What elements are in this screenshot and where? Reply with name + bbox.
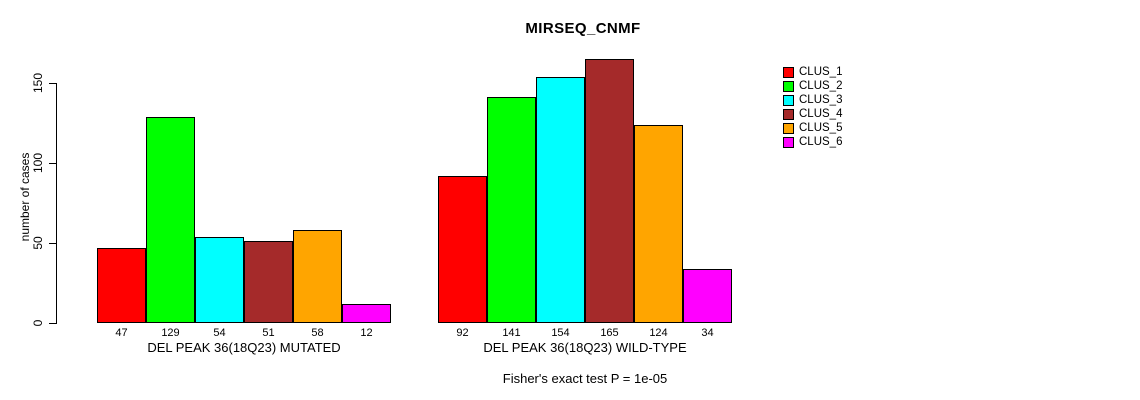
bar-clus_5-group2 xyxy=(634,125,683,323)
legend-label: CLUS_1 xyxy=(799,66,843,78)
y-tick-label-100: 100 xyxy=(31,152,45,174)
y-tick-mark-50 xyxy=(49,243,56,244)
bar-clus_1-group2 xyxy=(438,176,487,323)
legend-swatch-icon xyxy=(783,108,794,120)
bar-clus_3-group2 xyxy=(536,77,585,323)
legend-item-clus_3: CLUS_3 xyxy=(783,93,842,107)
y-axis-label: number of cases xyxy=(18,152,32,242)
bar-value-label: 47 xyxy=(115,327,128,339)
y-tick-label-50: 50 xyxy=(31,236,45,250)
legend-item-clus_2: CLUS_2 xyxy=(783,79,842,93)
bar-value-label: 54 xyxy=(213,327,226,339)
y-tick-label-0: 0 xyxy=(31,319,45,327)
y-tick-mark-0 xyxy=(49,323,56,324)
y-axis-line xyxy=(56,83,57,324)
bar-clus_1-group1 xyxy=(97,248,146,323)
bar-clus_4-group2 xyxy=(585,59,634,323)
bar-clus_2-group1 xyxy=(146,117,195,323)
legend: CLUS_1 CLUS_2 CLUS_3 CLUS_4 CLUS_5 CLUS_6 xyxy=(783,65,842,149)
bar-value-label: 165 xyxy=(600,327,619,339)
bar-group-2: 92 141 154 165 124 34 DEL PEAK 36(18Q23) WILD-… xyxy=(438,59,732,355)
y-tick-label-150: 150 xyxy=(31,72,45,94)
legend-item-clus_4: CLUS_4 xyxy=(783,107,842,121)
legend-label: CLUS_3 xyxy=(799,94,843,106)
bar-clus_3-group1 xyxy=(195,237,244,323)
legend-label: CLUS_5 xyxy=(799,122,843,134)
bar-clus_4-group1 xyxy=(244,241,293,323)
legend-swatch-icon xyxy=(783,136,794,148)
bar-value-label: 51 xyxy=(262,327,275,339)
legend-swatch-icon xyxy=(783,94,794,106)
bar-clus_5-group1 xyxy=(293,230,342,323)
bar-clus_6-group1 xyxy=(342,304,391,323)
bar-clus_6-group2 xyxy=(683,269,732,323)
legend-label: CLUS_2 xyxy=(799,80,843,92)
y-tick-mark-150 xyxy=(49,83,56,84)
legend-item-clus_6: CLUS_6 xyxy=(783,135,842,149)
group-x-label-1: DEL PEAK 36(18Q23) MUTATED xyxy=(147,340,341,355)
legend-label: CLUS_4 xyxy=(799,108,843,120)
bar-value-label: 12 xyxy=(360,327,373,339)
bar-value-label: 58 xyxy=(311,327,324,339)
legend-label: CLUS_6 xyxy=(799,136,843,148)
bar-value-label: 92 xyxy=(456,327,469,339)
fisher-test-annotation: Fisher's exact test P = 1e-05 xyxy=(502,371,668,386)
legend-item-clus_5: CLUS_5 xyxy=(783,121,842,135)
bar-value-label: 141 xyxy=(502,327,521,339)
bar-value-label: 124 xyxy=(649,327,668,339)
legend-item-clus_1: CLUS_1 xyxy=(783,65,842,79)
bar-clus_2-group2 xyxy=(487,97,536,323)
legend-swatch-icon xyxy=(783,66,794,78)
legend-swatch-icon xyxy=(783,122,794,134)
group-x-label-2: DEL PEAK 36(18Q23) WILD-TYPE xyxy=(483,340,687,355)
legend-swatch-icon xyxy=(783,80,794,92)
bar-group-1: 47 129 54 51 58 12 DEL PEAK 36(18Q23) MUTATED xyxy=(97,83,391,355)
bar-value-label: 34 xyxy=(701,327,714,339)
bar-value-label: 129 xyxy=(161,327,180,339)
bar-value-label: 154 xyxy=(551,327,570,339)
y-tick-mark-100 xyxy=(49,163,56,164)
chart-title: MIRSEQ_CNMF xyxy=(525,20,641,37)
